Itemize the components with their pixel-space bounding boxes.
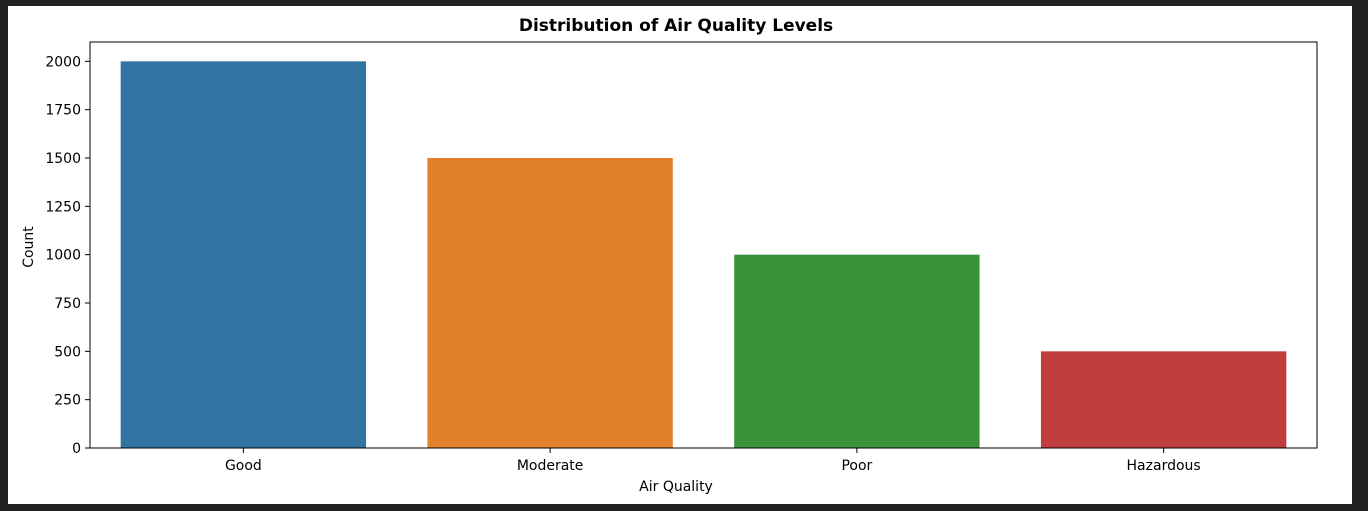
y-tick-label: 0 [72, 441, 81, 457]
bars-group [120, 61, 1287, 448]
bar-good [120, 61, 367, 448]
x-axis-label: Air Quality [639, 479, 713, 495]
y-tick-label: 500 [54, 344, 81, 360]
y-tick-label: 250 [54, 393, 81, 409]
y-tick-label: 1500 [45, 151, 81, 167]
x-tick-label: Moderate [517, 458, 584, 474]
bar-chart: Distribution of Air Quality Levels Air Q… [21, 16, 1318, 495]
y-tick-label: 2000 [45, 54, 81, 70]
y-tick-label: 1250 [45, 199, 81, 215]
chart-figure: Distribution of Air Quality Levels Air Q… [8, 6, 1352, 504]
bar-poor [734, 254, 980, 448]
plot-frame [89, 41, 1318, 449]
y-tick-label: 1000 [45, 248, 81, 264]
bar-hazardous [1040, 351, 1287, 448]
x-tick-label: Good [225, 458, 262, 474]
chart-title: Distribution of Air Quality Levels [519, 16, 833, 36]
x-tick-label: Hazardous [1127, 458, 1201, 474]
x-tick-label: Poor [841, 458, 872, 474]
bar-moderate [427, 158, 673, 448]
y-tick-label: 750 [54, 296, 81, 312]
x-axis: Good Moderate Poor Hazardous [225, 448, 1201, 474]
y-axis-label: Count [21, 226, 37, 268]
y-axis: 0 250 500 750 1000 1250 1500 1750 2000 [45, 54, 90, 457]
y-tick-label: 1750 [45, 103, 81, 119]
